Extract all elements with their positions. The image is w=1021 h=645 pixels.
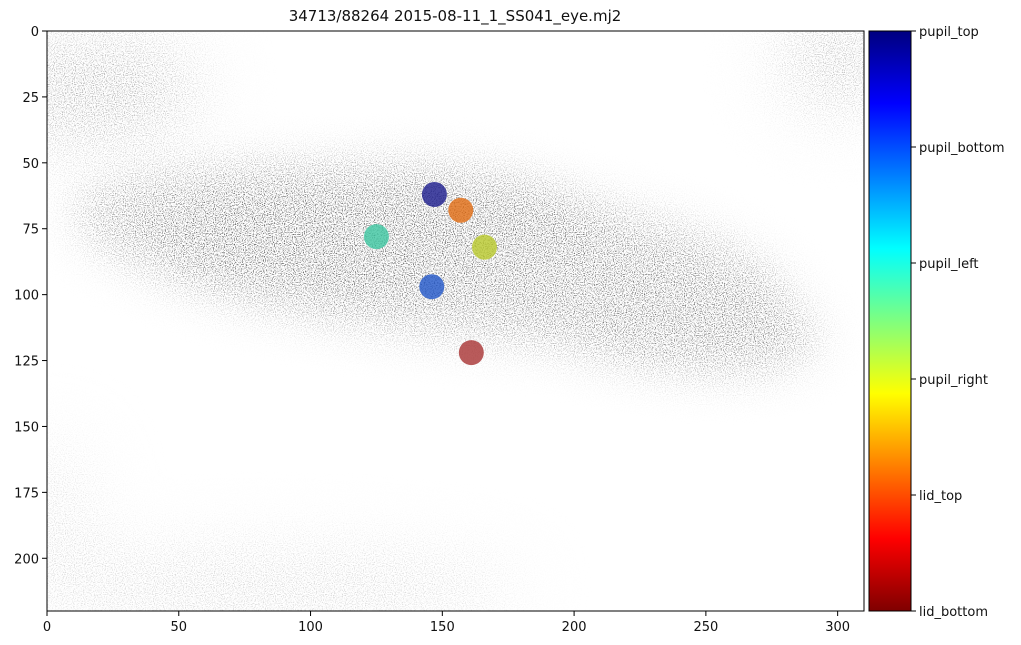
keypoint-markers <box>363 181 497 366</box>
y-tick-label: 25 <box>22 91 39 106</box>
keypoint-pupil-left <box>363 224 389 250</box>
colorbar-label-pupil-top: pupil_top <box>919 25 979 40</box>
y-tick-label: 100 <box>14 289 39 304</box>
keypoint-pupil-top <box>421 181 447 207</box>
y-tick-label: 50 <box>22 157 39 172</box>
keypoint-lid-top <box>448 197 474 223</box>
x-tick-label: 250 <box>693 620 718 635</box>
colorbar-label-lid-top: lid_top <box>919 489 962 504</box>
keypoint-pupil-right <box>471 234 497 260</box>
y-tick-label: 75 <box>22 223 39 238</box>
keypoint-pupil-bottom <box>419 274 445 300</box>
plot-frame <box>46 30 865 612</box>
keypoint-lid-bottom <box>458 340 484 366</box>
colorbar-ticks: pupil_top pupil_bottom pupil_left pupil_rig… <box>911 25 1004 620</box>
eye-image <box>47 31 864 611</box>
chart-title: 34713/88264 2015-08-11_1_SS041_eye.mj2 <box>289 7 622 26</box>
x-tick-label: 300 <box>825 620 850 635</box>
y-tick-label: 150 <box>14 420 39 435</box>
colorbar-label-pupil-right: pupil_right <box>919 373 988 388</box>
x-axis: 0 50 100 150 200 250 300 <box>43 611 850 635</box>
x-tick-label: 150 <box>430 620 455 635</box>
y-tick-label: 0 <box>31 25 39 40</box>
colorbar-label-lid-bottom: lid_bottom <box>919 605 988 620</box>
y-axis: 0 25 50 75 100 125 150 175 200 <box>14 25 47 567</box>
colorbar-label-pupil-left: pupil_left <box>919 257 979 272</box>
x-tick-label: 100 <box>298 620 323 635</box>
colorbar-label-pupil-bottom: pupil_bottom <box>919 141 1004 156</box>
x-tick-label: 200 <box>562 620 587 635</box>
y-tick-label: 200 <box>14 552 39 567</box>
colorbar <box>868 30 912 612</box>
y-tick-label: 125 <box>14 355 39 370</box>
x-tick-label: 50 <box>171 620 188 635</box>
x-tick-label: 0 <box>43 620 51 635</box>
y-tick-label: 175 <box>14 486 39 501</box>
